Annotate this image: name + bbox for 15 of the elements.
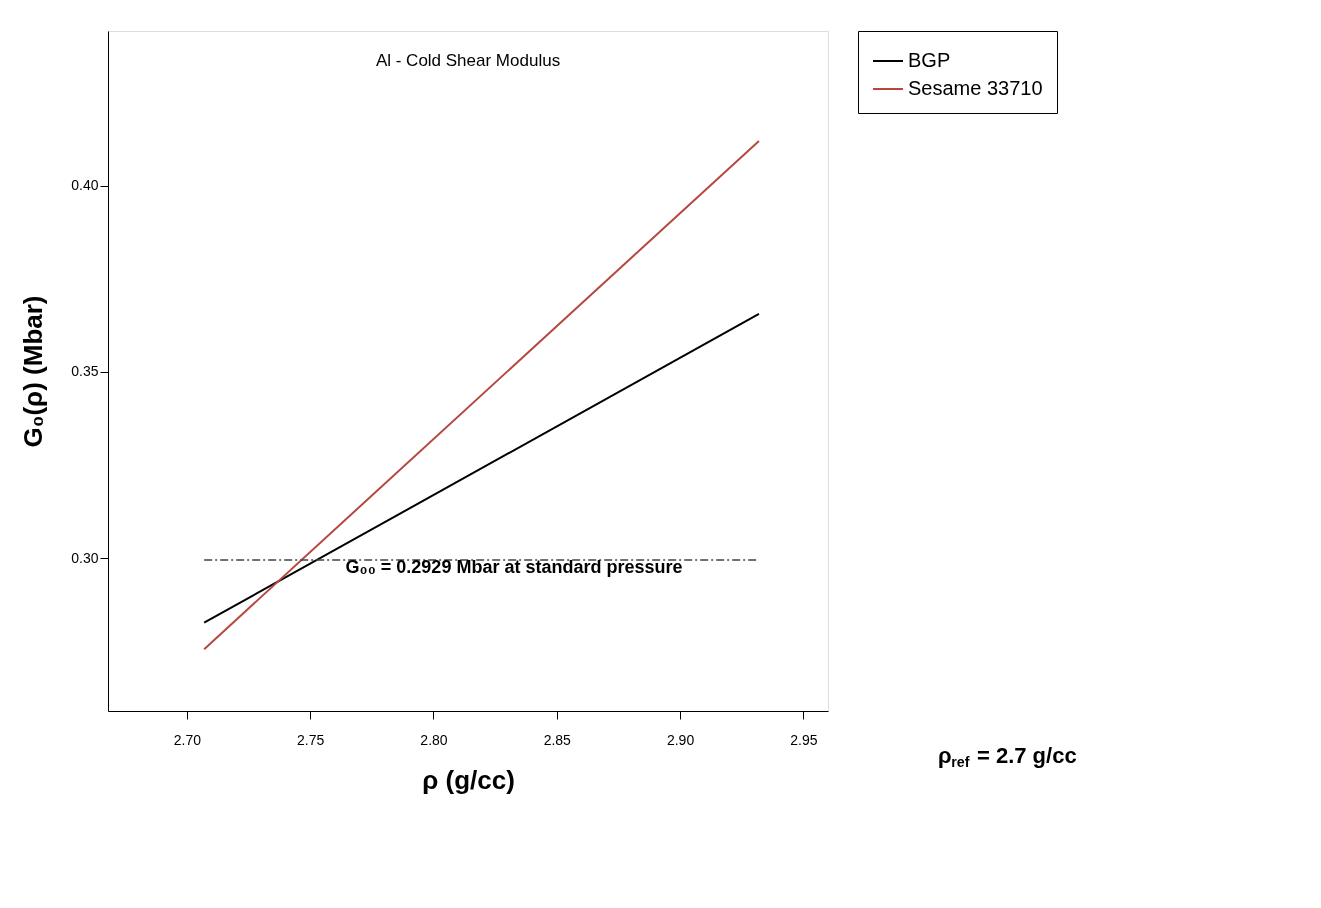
y-axis-title: G₀(ρ) (Mbar)	[18, 295, 49, 448]
y-tick-label: 0.40	[71, 177, 99, 194]
text: Al - Cold Shear Modulus	[375, 51, 561, 70]
legend-label: Sesame 33710	[908, 77, 1043, 99]
y-tick-label: 0.30	[71, 549, 99, 566]
x-axis-title: ρ (g/cc)	[422, 764, 515, 795]
annotation: G₀₀ = 0.2929 Mbar at standard pressure	[345, 557, 683, 578]
x-tick-label: 2.95	[790, 731, 818, 748]
x-tick-label: 2.90	[666, 731, 695, 748]
x-tick-label: 2.75	[297, 731, 325, 748]
y-tick-label: 0.35	[71, 363, 99, 380]
legend-label: BGP	[908, 49, 951, 71]
x-tick-label: 2.80	[420, 731, 448, 748]
x-tick-label: 2.70	[173, 731, 202, 748]
x-tick-label: 2.85	[543, 731, 572, 748]
